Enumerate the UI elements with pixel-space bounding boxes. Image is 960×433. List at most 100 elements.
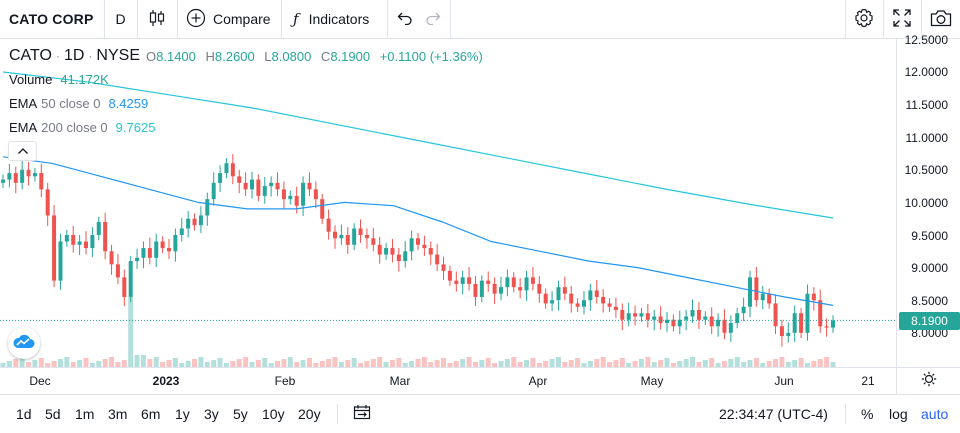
volume-bar (281, 359, 287, 367)
go-to-date-button[interactable] (352, 404, 372, 423)
candle-body (601, 296, 606, 304)
time-label: Feb (274, 374, 296, 388)
volume-bar (160, 362, 166, 367)
candle-body (677, 319, 682, 327)
candle-body (20, 169, 25, 183)
candle-body (301, 182, 306, 206)
volume-bar (77, 360, 83, 367)
volume-bar (396, 358, 402, 367)
compare-button[interactable]: Compare (177, 0, 281, 38)
indicators-button[interactable]: ƒ Indicators (281, 0, 387, 38)
candle-body (371, 238, 376, 245)
range-button-5y[interactable]: 5y (233, 406, 248, 422)
chart-settings-button[interactable] (846, 0, 882, 38)
volume-bar (389, 360, 395, 367)
volume-bar (492, 363, 498, 367)
candle-body (447, 270, 452, 281)
symbol-search-button[interactable]: CATO CORP (0, 0, 104, 38)
price-tick: 8.5000 (911, 294, 948, 308)
candle-body (186, 218, 191, 229)
volume-bar (134, 355, 140, 367)
candle-body (71, 235, 76, 245)
volume-bar (326, 359, 332, 367)
candle-body (326, 218, 331, 232)
volume-bar (555, 357, 561, 367)
candle-body (722, 319, 727, 333)
candle-body (154, 241, 159, 258)
ema200-legend[interactable]: EMA 200 close 0 9.7625 (9, 120, 155, 135)
snapshot-button[interactable] (922, 0, 960, 38)
candle-body (492, 283, 497, 294)
log-scale-toggle[interactable]: log (889, 406, 908, 422)
plus-circle-icon (186, 8, 213, 31)
range-button-20y[interactable]: 20y (298, 406, 321, 422)
candle-body (192, 218, 197, 226)
volume-bar (562, 362, 568, 367)
candle-body (32, 173, 37, 177)
volume-bar (64, 357, 70, 367)
volume-bar (109, 357, 115, 367)
candle-body (562, 287, 567, 294)
range-button-10y[interactable]: 10y (262, 406, 285, 422)
volume-bar (715, 363, 721, 367)
volume-bar (192, 359, 198, 367)
price-tick: 9.0000 (911, 261, 948, 275)
candle-body (473, 283, 478, 297)
candle-body (39, 173, 44, 190)
volume-bar (140, 355, 146, 367)
interval-button[interactable]: D (104, 0, 137, 38)
volume-bar (51, 361, 57, 367)
tradingview-logo[interactable] (8, 327, 40, 359)
ema50-legend[interactable]: EMA 50 close 0 8.4259 (9, 96, 148, 111)
volume-bar (479, 360, 485, 367)
chart-pane[interactable]: CATO · 1D · NYSE O8.1400 H8.2600 L8.0800… (0, 33, 960, 367)
fullscreen-button[interactable] (884, 0, 920, 38)
volume-bar (185, 361, 191, 367)
range-button-3m[interactable]: 3m (108, 406, 128, 422)
range-button-3y[interactable]: 3y (204, 406, 219, 422)
price-tick: 10.0000 (904, 196, 948, 210)
undo-button[interactable] (392, 0, 418, 38)
volume-bar (651, 362, 657, 367)
time-axis[interactable]: Dec 2023 Feb Mar Apr May Jun 21 (0, 367, 960, 395)
range-button-6m[interactable]: 6m (141, 406, 161, 422)
candle-body (792, 313, 797, 333)
range-button-1d[interactable]: 1d (16, 406, 32, 422)
volume-bar (811, 361, 817, 367)
volume-bar (230, 361, 236, 367)
candle-body (779, 326, 784, 337)
volume-bar (128, 297, 134, 367)
legend-ohlc: O8.1400 H8.2600 L8.0800 C8.1900 +0.1100 … (146, 49, 489, 64)
bottom-divider (845, 404, 846, 424)
volume-bar (415, 359, 421, 367)
time-axis-settings-button[interactable] (896, 368, 960, 395)
price-tick: 9.5000 (911, 229, 948, 243)
candle-body (7, 173, 12, 180)
range-button-1y[interactable]: 1y (175, 406, 190, 422)
volume-bar (13, 359, 19, 367)
candle-body (543, 293, 548, 304)
timezone-clock[interactable]: 22:34:47 (UTC-4) (719, 406, 828, 422)
chart-type-button[interactable] (137, 0, 177, 38)
range-button-5d[interactable]: 5d (45, 406, 61, 422)
percent-scale-toggle[interactable]: % (861, 406, 874, 422)
camera-icon (930, 9, 952, 30)
legend-collapse-button[interactable] (8, 141, 37, 161)
volume-bar (351, 358, 357, 367)
candle-body (569, 293, 574, 304)
volume-legend[interactable]: Volume 41.172K (9, 72, 109, 87)
price-tick: 12.0000 (904, 65, 948, 79)
volume-bar (607, 362, 613, 367)
volume-bar (798, 358, 804, 367)
auto-scale-toggle[interactable]: auto (921, 406, 949, 422)
toolbar-divider (883, 0, 884, 38)
redo-button[interactable] (420, 0, 446, 38)
price-axis[interactable]: 12.5000 12.0000 11.5000 11.0000 10.5000 … (896, 33, 960, 367)
volume-bar (121, 360, 127, 367)
volume-bar (26, 362, 32, 367)
price-chart[interactable] (0, 39, 896, 367)
range-button-1m[interactable]: 1m (75, 406, 95, 422)
candle-body (760, 293, 765, 301)
candle-body (364, 235, 369, 239)
volume-bar (19, 357, 25, 367)
